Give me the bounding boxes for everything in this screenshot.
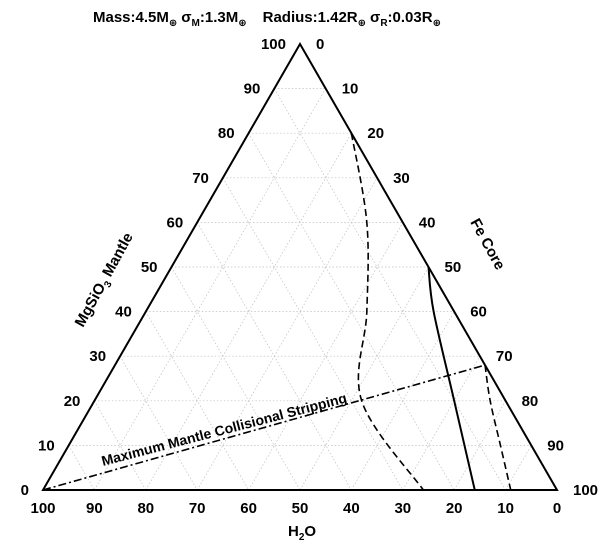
left-tick-label: 60 (167, 214, 184, 231)
sigma-m-symbol: σ (181, 9, 191, 26)
bottom-tick-label: 100 (30, 500, 55, 517)
grid-line-water (68, 445, 95, 491)
right-tick-label: 10 (342, 81, 359, 98)
bottom-tick-label: 0 (553, 500, 561, 517)
sigma-m-subscript: M (192, 18, 200, 29)
grid-line-core (402, 356, 481, 491)
grid-line-core (145, 133, 352, 491)
right-tick-label: 80 (522, 393, 539, 410)
grid-line-water (171, 266, 301, 491)
radius-label: Radius:1.42R (263, 9, 358, 26)
bottom-tick-label: 70 (189, 500, 206, 517)
mass-label: Mass:4.5M (93, 9, 169, 26)
bottom-tick-label: 20 (446, 500, 463, 517)
sigma-r-subscript: R (380, 18, 388, 29)
grid (68, 88, 532, 491)
left-axis-ticks: 0 10 20 30 40 50 60 70 80 90 100 (21, 36, 286, 499)
grid-line-water (273, 88, 506, 491)
left-tick-label: 30 (89, 348, 106, 365)
bottom-tick-label: 80 (137, 500, 154, 517)
right-tick-label: 40 (419, 214, 436, 231)
series-curve-dashed (350, 133, 425, 491)
mass-unit-symbol: ⊕ (169, 18, 177, 29)
grid-line-water (248, 133, 455, 491)
right-tick-label: 50 (445, 259, 462, 276)
sigma-r-value: :0.03R (388, 9, 433, 26)
grid-line-core (94, 88, 327, 491)
right-tick-label: 30 (393, 170, 410, 187)
grid-line-water (196, 222, 352, 491)
right-tick-label: 100 (573, 482, 598, 499)
grid-line-water (222, 177, 404, 491)
series-curve-dashdot (42, 364, 486, 491)
bottom-tick-label: 10 (497, 500, 514, 517)
grid-line-core (351, 311, 455, 491)
bottom-tick-label: 60 (240, 500, 257, 517)
sigma-m-value: :1.3M (200, 9, 238, 26)
grid-line-core (505, 445, 532, 491)
data-series (42, 133, 512, 491)
left-tick-label: 20 (64, 393, 81, 410)
left-tick-label: 100 (261, 36, 286, 53)
bottom-tick-label: 50 (292, 500, 309, 517)
right-tick-label: 20 (367, 125, 384, 142)
right-axis-label: Fe Core (466, 216, 508, 273)
bottom-tick-label: 30 (394, 500, 411, 517)
right-tick-label: 0 (316, 36, 324, 53)
sigma-m-unit-symbol: ⊕ (238, 18, 246, 29)
bottom-tick-label: 40 (343, 500, 360, 517)
grid-line-water (119, 356, 198, 491)
left-tick-label: 10 (38, 437, 55, 454)
bottom-axis-label: H2O (288, 523, 316, 543)
left-tick-label: 80 (218, 125, 235, 142)
grid-line-core (299, 266, 429, 491)
sigma-r-unit-symbol: ⊕ (433, 18, 441, 29)
radius-unit-symbol: ⊕ (358, 18, 366, 29)
left-tick-label: 40 (115, 304, 132, 321)
right-axis-ticks: 0 10 20 30 40 50 60 70 80 90 100 (316, 36, 598, 499)
ternary-triangle-outline (41, 41, 559, 491)
bottom-axis-ticks: 100 90 80 70 60 50 40 30 20 10 0 (30, 500, 561, 517)
right-tick-label: 90 (547, 437, 564, 454)
left-tick-label: 90 (244, 81, 261, 98)
left-tick-label: 50 (141, 259, 158, 276)
series-curve-solid (427, 266, 476, 491)
sigma-r-symbol: σ (370, 9, 380, 26)
chart-title: Mass:4.5M⊕ σM:1.3M⊕ Radius:1.42R⊕ σR:0.03R⊕ (93, 9, 441, 29)
grid-line-core (248, 222, 404, 491)
left-tick-label: 70 (192, 170, 209, 187)
grid-line-core (196, 177, 378, 491)
left-tick-label: 0 (21, 482, 29, 499)
series-curve-dashed (484, 365, 512, 491)
grid-line-water (145, 311, 249, 491)
right-tick-label: 60 (470, 304, 487, 321)
bottom-tick-label: 90 (86, 500, 103, 517)
annotation-label: Maximum Mantle Collisional Stripping (100, 390, 349, 469)
right-tick-label: 70 (496, 348, 513, 365)
